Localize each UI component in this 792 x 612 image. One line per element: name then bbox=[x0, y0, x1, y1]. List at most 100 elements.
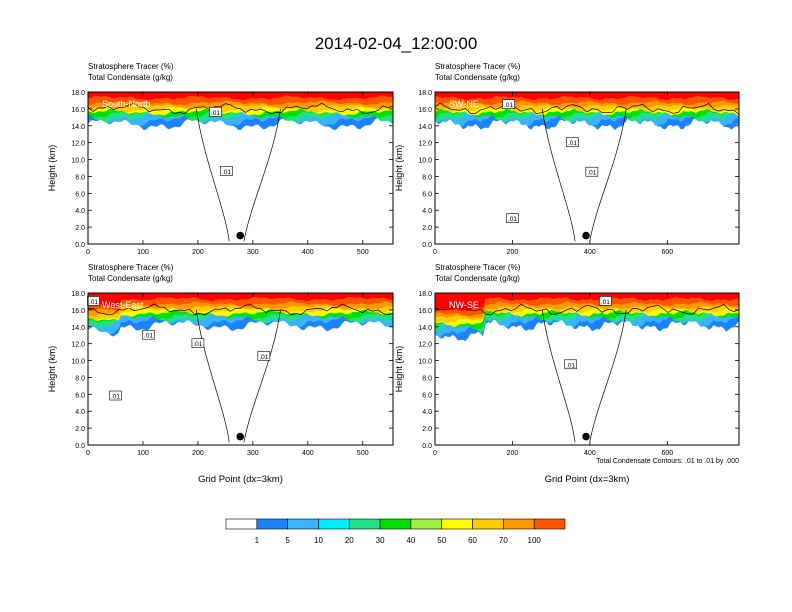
x-tick-label: 400 bbox=[302, 450, 314, 457]
plot-frame bbox=[434, 292, 740, 446]
colorbar-swatch bbox=[318, 518, 350, 530]
panel-sw-ne: Stratosphere Tracer (%) Total Condensate … bbox=[394, 62, 740, 256]
colorbar-swatch bbox=[441, 518, 473, 530]
x-axis-label: Grid Point (dx=3km) bbox=[198, 474, 283, 485]
location-marker bbox=[582, 432, 590, 441]
y-tick-label: 8.0 bbox=[75, 174, 85, 181]
x-tick-label: 200 bbox=[507, 249, 519, 256]
panels: Stratosphere Tracer (%) Total Condensate … bbox=[47, 62, 740, 485]
y-tick-label: 14.0 bbox=[71, 325, 85, 332]
y-tick-label: 2.0 bbox=[75, 225, 85, 232]
x-tick-label: 400 bbox=[302, 249, 314, 256]
contour-line bbox=[435, 102, 739, 115]
y-tick-label: 16.0 bbox=[71, 308, 85, 315]
y-tick-label: 12.0 bbox=[71, 342, 85, 349]
contour-label: .01 bbox=[193, 341, 202, 348]
tracer-band bbox=[88, 92, 393, 101]
y-tick-label: 12.0 bbox=[418, 342, 432, 349]
x-tick-label: 100 bbox=[137, 249, 149, 256]
colorbar-swatch bbox=[533, 518, 566, 530]
contour-label: .01 bbox=[211, 110, 220, 117]
panel-label: SW-NE bbox=[449, 99, 479, 109]
location-marker bbox=[582, 231, 590, 240]
contour-label-box bbox=[142, 329, 155, 340]
x-tick-label: 100 bbox=[137, 450, 149, 457]
x-tick-label: 600 bbox=[662, 450, 674, 457]
y-tick-label: 18.0 bbox=[418, 291, 432, 298]
y-tick-label: 6.0 bbox=[75, 392, 85, 399]
contour-label: .01 bbox=[601, 299, 610, 306]
colorbar-label: 20 bbox=[345, 536, 354, 545]
contour-label: .01 bbox=[568, 140, 577, 147]
panel-header-tracer: Stratosphere Tracer (%) bbox=[435, 263, 521, 272]
contour-line bbox=[195, 309, 281, 443]
x-tick-label: 200 bbox=[507, 450, 519, 457]
x-tick-label: 200 bbox=[192, 450, 204, 457]
contour-label-box bbox=[220, 166, 233, 176]
y-tick-label: 2.0 bbox=[422, 225, 432, 232]
contour-label-box bbox=[109, 390, 122, 401]
tracer-field bbox=[88, 293, 393, 337]
y-tick-label: 10.0 bbox=[71, 158, 85, 165]
y-tick-label: 0.0 bbox=[75, 242, 85, 249]
y-tick-label: 16.0 bbox=[71, 107, 85, 114]
y-tick-label: 0.0 bbox=[75, 443, 85, 450]
contour-label-box bbox=[87, 296, 100, 306]
panel-west-east: Stratosphere Tracer (%) Total Condensate … bbox=[47, 263, 394, 485]
x-tick-label: 300 bbox=[247, 450, 259, 457]
y-tick-label: 18.0 bbox=[418, 90, 432, 97]
contour-label-box bbox=[257, 351, 271, 361]
contour-label: .01 bbox=[566, 362, 575, 369]
contour-label: .01 bbox=[504, 102, 513, 109]
y-tick-label: 2.0 bbox=[422, 426, 432, 433]
contour-line bbox=[88, 102, 393, 115]
location-marker bbox=[236, 231, 245, 240]
panel-header-tracer: Stratosphere Tracer (%) bbox=[88, 263, 174, 272]
colorbar-label: 100 bbox=[528, 536, 542, 545]
colorbar-label: 70 bbox=[499, 536, 508, 545]
contour-label-box bbox=[564, 359, 577, 370]
x-tick-label: 400 bbox=[584, 450, 596, 457]
contour-label-box bbox=[209, 106, 222, 117]
y-tick-label: 8.0 bbox=[422, 375, 432, 382]
contour-label: .01 bbox=[89, 299, 98, 306]
y-tick-label: 4.0 bbox=[75, 208, 85, 215]
y-tick-label: 8.0 bbox=[422, 174, 432, 181]
colorbar-swatch bbox=[410, 518, 443, 530]
colorbar-label: 10 bbox=[314, 536, 323, 545]
panel-label: NW-SE bbox=[449, 300, 479, 310]
contour-label: .01 bbox=[111, 394, 120, 401]
contour-label: .01 bbox=[587, 170, 596, 177]
colorbar-label: 40 bbox=[406, 536, 415, 545]
colorbar-label: 30 bbox=[376, 536, 385, 545]
panel-label: West-East bbox=[102, 300, 144, 310]
tracer-band bbox=[88, 293, 393, 308]
y-tick-label: 0.0 bbox=[422, 443, 432, 450]
x-tick-label: 200 bbox=[192, 249, 204, 256]
panel-header-condensate: Total Condensate (g/kg) bbox=[435, 73, 520, 82]
tracer-band bbox=[435, 293, 739, 311]
contour-label-box bbox=[502, 99, 515, 109]
panel-south-north: Stratosphere Tracer (%) Total Condensate … bbox=[47, 62, 394, 256]
panel-header-tracer: Stratosphere Tracer (%) bbox=[435, 62, 521, 71]
y-tick-label: 4.0 bbox=[422, 208, 432, 215]
y-tick-label: 16.0 bbox=[418, 107, 432, 114]
x-tick-label: 0 bbox=[433, 450, 437, 457]
colorbar-label: 1 bbox=[255, 536, 260, 545]
y-axis-label: Height (km) bbox=[47, 145, 57, 192]
y-tick-label: 0.0 bbox=[422, 242, 432, 249]
y-tick-label: 14.0 bbox=[418, 124, 432, 131]
y-tick-label: 4.0 bbox=[75, 409, 85, 416]
y-tick-label: 2.0 bbox=[75, 426, 85, 433]
x-tick-label: 600 bbox=[662, 249, 674, 256]
colorbar-swatch bbox=[348, 518, 381, 530]
x-tick-label: 0 bbox=[433, 249, 437, 256]
y-tick-label: 12.0 bbox=[418, 141, 432, 148]
colorbar-swatch bbox=[256, 518, 288, 530]
x-tick-label: 400 bbox=[584, 249, 596, 256]
panel-header-condensate: Total Condensate (g/kg) bbox=[88, 274, 173, 283]
y-tick-label: 8.0 bbox=[75, 375, 85, 382]
contour-line bbox=[88, 303, 393, 316]
contour-label: .01 bbox=[144, 333, 153, 340]
colorbar-swatch bbox=[472, 518, 504, 530]
